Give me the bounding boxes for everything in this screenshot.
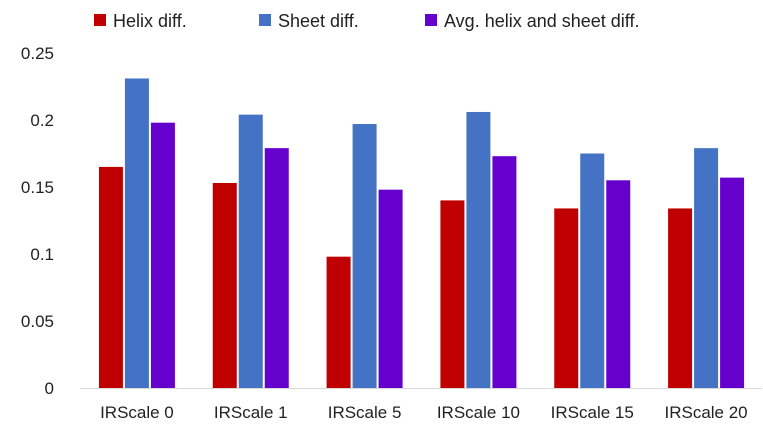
legend-item-avg-helix-and-sheet-diff: Avg. helix and sheet diff. [425,11,639,31]
bars [98,78,745,389]
legend-swatch [259,14,271,26]
bar-avg-helix-and-sheet-diff-irscale-10 [492,156,517,388]
bar-avg-helix-and-sheet-diff-irscale-15 [606,180,631,388]
y-tick-label: 0.15 [21,178,54,197]
x-tick-label: IRScale 5 [328,403,402,422]
bar-helix-diff-irscale-20 [668,208,693,388]
x-tick-label: IRScale 10 [437,403,520,422]
y-tick-label: 0.25 [21,44,54,63]
y-tick-label: 0.1 [30,245,54,264]
legend-item-sheet-diff: Sheet diff. [259,11,359,31]
legend-item-helix-diff: Helix diff. [94,11,187,31]
bar-helix-diff-irscale-0 [98,166,123,388]
y-tick-label: 0 [45,379,54,398]
legend-swatch [425,14,437,26]
bar-avg-helix-and-sheet-diff-irscale-5 [378,189,403,388]
bar-sheet-diff-irscale-1 [238,114,263,388]
x-axis: IRScale 0 IRScale 1 IRScale 5 IRScale 10 IRS… [80,388,762,422]
bar-helix-diff-irscale-1 [212,182,237,388]
bar-avg-helix-and-sheet-diff-irscale-20 [720,177,745,388]
y-axis: 0 0.05 0.1 0.15 0.2 0.25 [21,44,54,398]
legend: Helix diff. Sheet diff. Avg. helix and she… [94,11,639,31]
legend-label: Sheet diff. [278,11,359,31]
bar-sheet-diff-irscale-15 [580,153,605,388]
bar-avg-helix-and-sheet-diff-irscale-1 [264,148,289,388]
bar-sheet-diff-irscale-0 [124,78,149,389]
x-tick-label: IRScale 0 [100,403,174,422]
x-tick-label: IRScale 1 [214,403,288,422]
legend-swatch [94,14,106,26]
y-tick-label: 0.2 [30,111,54,130]
legend-label: Helix diff. [113,11,187,31]
x-tick-label: IRScale 15 [551,403,634,422]
bar-helix-diff-irscale-10 [440,200,465,388]
legend-label: Avg. helix and sheet diff. [444,11,639,31]
bar-helix-diff-irscale-5 [326,256,351,388]
y-tick-label: 0.05 [21,312,54,331]
bar-avg-helix-and-sheet-diff-irscale-0 [150,122,175,389]
bar-helix-diff-irscale-15 [554,208,579,388]
bar-sheet-diff-irscale-5 [352,124,377,389]
x-tick-label: IRScale 20 [664,403,747,422]
bar-sheet-diff-irscale-10 [466,111,491,389]
bar-sheet-diff-irscale-20 [694,148,719,388]
